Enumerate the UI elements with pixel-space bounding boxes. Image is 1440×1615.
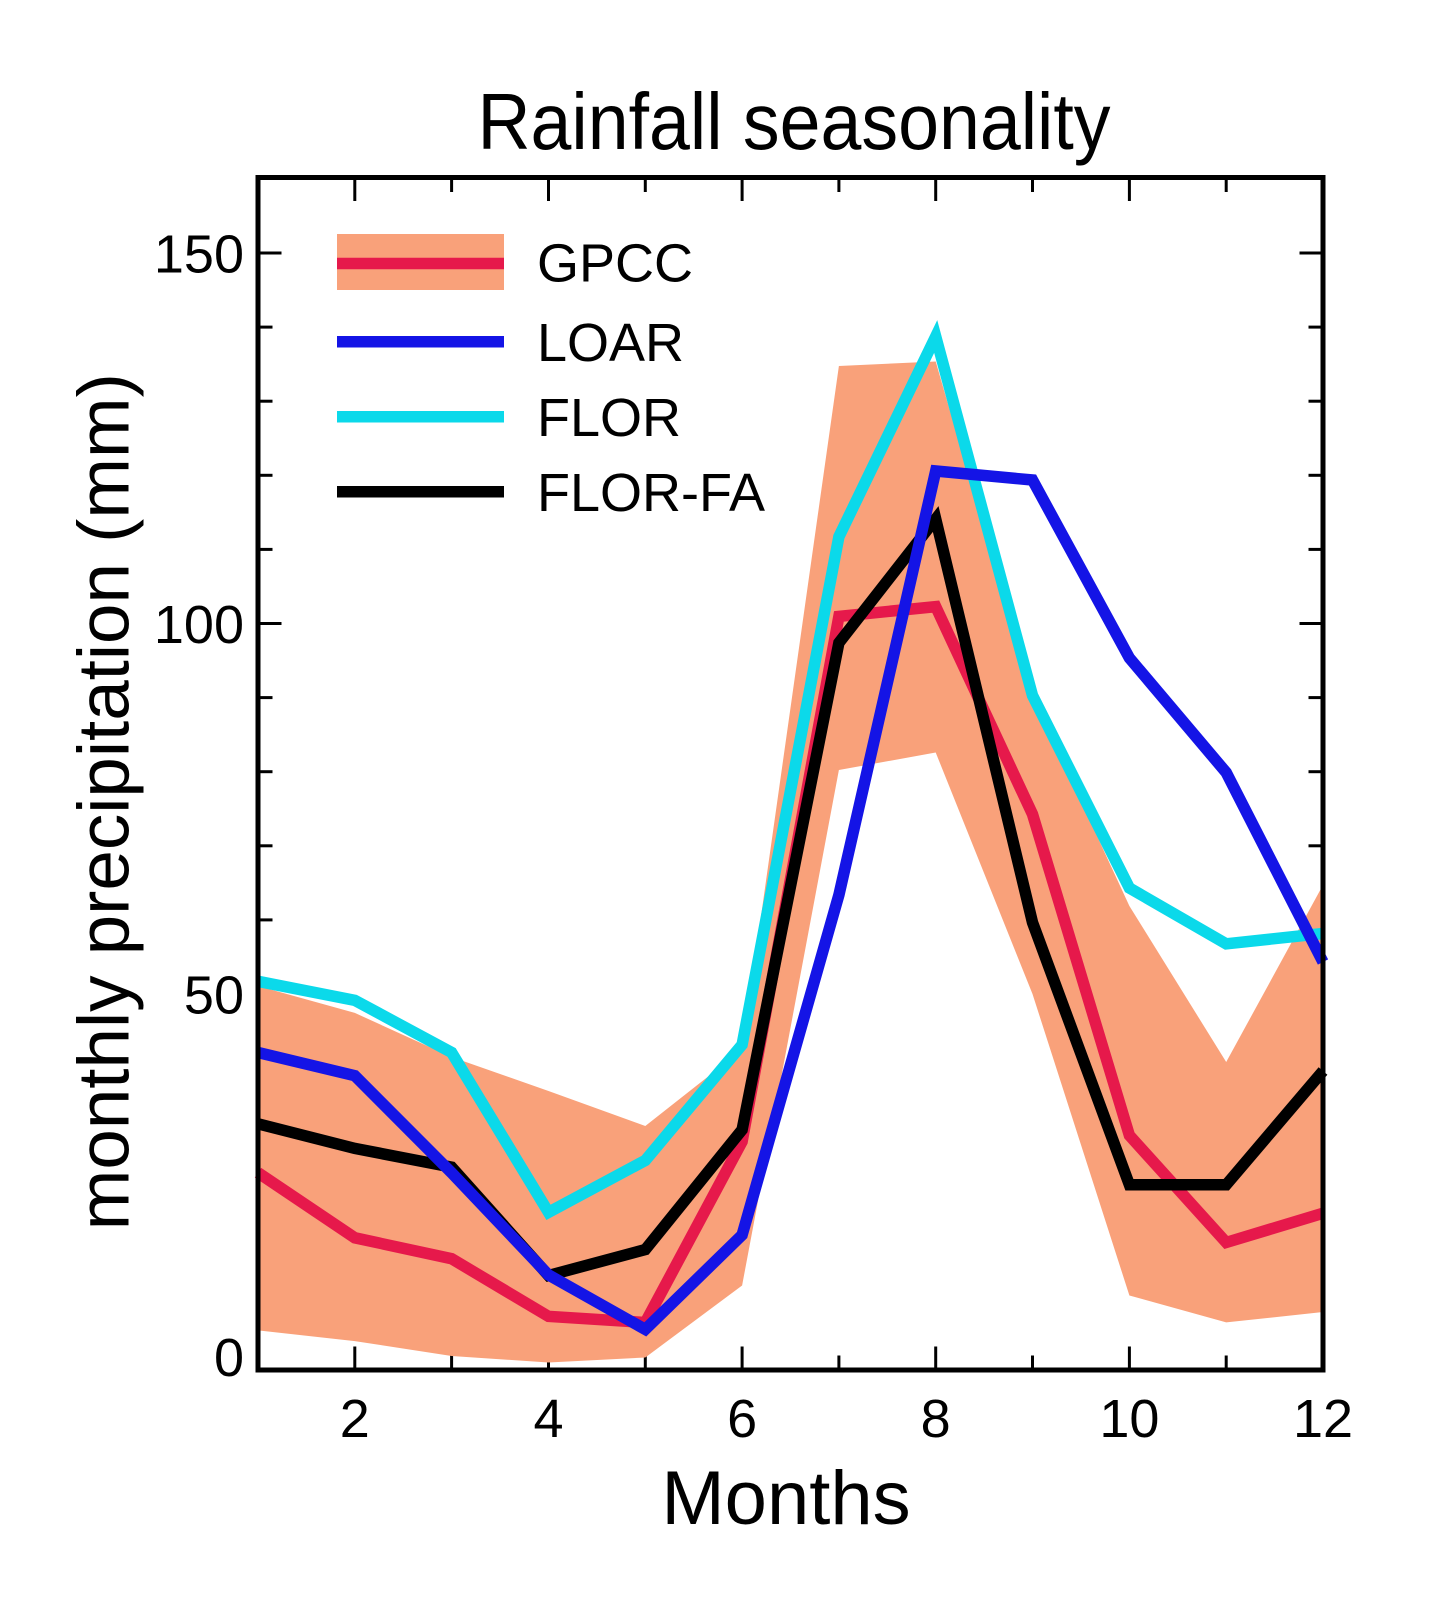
svg-text:Months: Months xyxy=(661,1456,910,1541)
svg-text:12: 12 xyxy=(1293,1389,1353,1449)
svg-text:50: 50 xyxy=(184,966,244,1026)
svg-text:6: 6 xyxy=(727,1389,757,1449)
svg-text:FLOR: FLOR xyxy=(537,388,681,448)
svg-text:2: 2 xyxy=(340,1389,370,1449)
svg-text:4: 4 xyxy=(533,1389,563,1449)
svg-text:FLOR-FA: FLOR-FA xyxy=(537,463,765,523)
svg-text:100: 100 xyxy=(154,595,244,655)
svg-text:150: 150 xyxy=(154,225,244,285)
svg-text:0: 0 xyxy=(214,1328,244,1388)
svg-text:Rainfall seasonality: Rainfall seasonality xyxy=(478,77,1111,166)
svg-text:monthly precipitation (mm): monthly precipitation (mm) xyxy=(65,373,145,1230)
svg-text:LOAR: LOAR xyxy=(537,313,684,373)
svg-text:10: 10 xyxy=(1099,1389,1159,1449)
svg-text:GPCC: GPCC xyxy=(537,234,693,294)
svg-text:8: 8 xyxy=(921,1389,951,1449)
